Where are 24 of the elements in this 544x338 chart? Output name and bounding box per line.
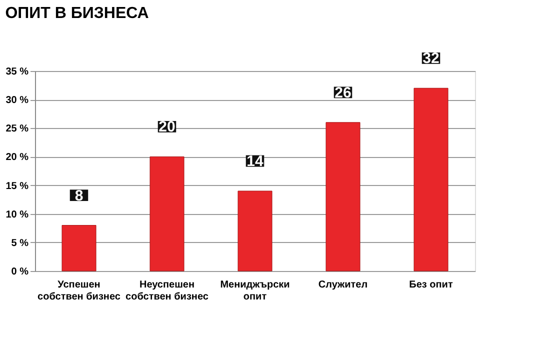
bar: [326, 122, 360, 272]
data-label: 26: [334, 84, 352, 102]
x-tick-label: Служител: [318, 280, 368, 290]
y-tick-label: 10 %: [6, 209, 29, 220]
chart-title: ОПИТ В БИЗНЕСА: [5, 5, 150, 22]
x-tick-label: Неуспешен собствен бизнес: [126, 280, 209, 302]
data-label: 14: [246, 153, 264, 170]
y-tick-label: 20 %: [6, 152, 29, 164]
y-tick-label: 15 %: [6, 180, 29, 192]
data-label: 8: [74, 187, 84, 204]
data-label: 20: [158, 118, 176, 136]
x-tick-label: Успешен собствен бизнес: [38, 280, 121, 302]
y-tick-label: 5 %: [11, 238, 29, 249]
y-tick-label: 0 %: [11, 266, 29, 278]
bar: [238, 190, 272, 272]
x-tick-label: Без опит: [409, 280, 453, 290]
data-label: 32: [422, 50, 440, 68]
y-tick-label: 35 %: [6, 66, 29, 78]
y-tick-label: 30 %: [6, 95, 29, 106]
bar: [62, 225, 96, 272]
bar: [414, 88, 448, 272]
x-tick-label: Мениджърски опит: [220, 280, 290, 302]
bar: [150, 156, 184, 272]
y-tick-label: 25 %: [6, 124, 29, 135]
